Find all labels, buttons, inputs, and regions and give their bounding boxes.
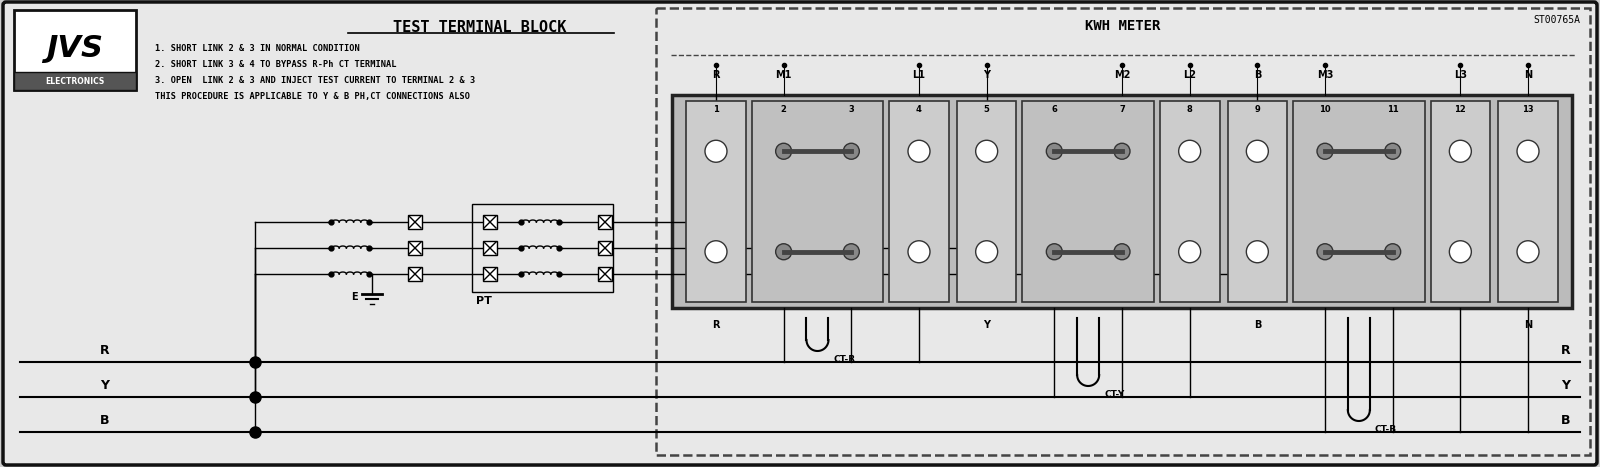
Bar — [408, 241, 422, 255]
Text: 10: 10 — [1318, 105, 1331, 114]
Circle shape — [843, 143, 859, 159]
Text: 1: 1 — [714, 105, 718, 114]
Text: B: B — [1254, 320, 1261, 330]
Text: B: B — [1254, 70, 1261, 80]
Text: L1: L1 — [912, 70, 925, 80]
Bar — [1293, 101, 1424, 302]
Circle shape — [776, 143, 792, 159]
Text: R: R — [712, 320, 720, 330]
Text: L3: L3 — [1454, 70, 1467, 80]
Text: M1: M1 — [776, 70, 792, 80]
Bar — [686, 101, 746, 302]
Text: L2: L2 — [1182, 70, 1197, 80]
Circle shape — [1384, 244, 1400, 260]
Text: 8: 8 — [1187, 105, 1192, 114]
Text: Y: Y — [982, 70, 990, 80]
Bar — [1160, 101, 1219, 302]
Text: PT: PT — [477, 296, 491, 306]
Bar — [408, 215, 422, 229]
Circle shape — [1114, 244, 1130, 260]
Text: 5: 5 — [984, 105, 989, 114]
Circle shape — [1517, 241, 1539, 263]
Circle shape — [1046, 143, 1062, 159]
Text: E: E — [352, 292, 358, 302]
Bar — [14, 72, 136, 90]
Circle shape — [1450, 241, 1472, 263]
Bar — [957, 101, 1016, 302]
Circle shape — [976, 241, 998, 263]
Circle shape — [1317, 244, 1333, 260]
Text: JVS: JVS — [46, 34, 104, 63]
Text: CT-B: CT-B — [1374, 425, 1397, 434]
Text: ELECTRONICS: ELECTRONICS — [45, 77, 104, 85]
Circle shape — [1246, 241, 1269, 263]
Bar — [1022, 101, 1154, 302]
Text: 11: 11 — [1387, 105, 1398, 114]
Circle shape — [907, 140, 930, 162]
Text: 9: 9 — [1254, 105, 1261, 114]
Bar — [483, 267, 498, 281]
Bar — [14, 10, 136, 90]
Text: M2: M2 — [1114, 70, 1130, 80]
Circle shape — [976, 140, 998, 162]
Text: B: B — [99, 414, 109, 427]
Circle shape — [1179, 140, 1200, 162]
Text: R: R — [1560, 344, 1570, 357]
Bar — [672, 95, 1571, 308]
Text: CT-Y: CT-Y — [1104, 390, 1125, 399]
Text: ST00765A: ST00765A — [1533, 15, 1581, 25]
Text: R: R — [712, 70, 720, 80]
Text: 2: 2 — [781, 105, 787, 114]
Bar — [472, 204, 613, 292]
Circle shape — [1450, 140, 1472, 162]
Text: 13: 13 — [1522, 105, 1534, 114]
Text: 4: 4 — [917, 105, 922, 114]
Bar — [483, 241, 498, 255]
Circle shape — [843, 244, 859, 260]
Text: TEST TERMINAL BLOCK: TEST TERMINAL BLOCK — [394, 20, 566, 35]
Circle shape — [1384, 143, 1400, 159]
Text: B: B — [1560, 414, 1570, 427]
FancyBboxPatch shape — [3, 2, 1597, 465]
Bar — [656, 8, 1590, 455]
Text: N: N — [1523, 70, 1533, 80]
Text: 2. SHORT LINK 3 & 4 TO BYPASS R-Ph CT TERMINAL: 2. SHORT LINK 3 & 4 TO BYPASS R-Ph CT TE… — [155, 60, 397, 69]
Circle shape — [1046, 244, 1062, 260]
Circle shape — [907, 241, 930, 263]
Text: THIS PROCEDURE IS APPLICABLE TO Y & B PH,CT CONNECTIONS ALSO: THIS PROCEDURE IS APPLICABLE TO Y & B PH… — [155, 92, 470, 101]
Text: 12: 12 — [1454, 105, 1466, 114]
Bar — [1430, 101, 1490, 302]
Bar — [598, 241, 611, 255]
Text: 1. SHORT LINK 2 & 3 IN NORMAL CONDITION: 1. SHORT LINK 2 & 3 IN NORMAL CONDITION — [155, 44, 360, 53]
Text: 6: 6 — [1051, 105, 1058, 114]
Text: Y: Y — [99, 379, 109, 392]
Circle shape — [1114, 143, 1130, 159]
Bar — [483, 215, 498, 229]
Circle shape — [1517, 140, 1539, 162]
Text: CT-R: CT-R — [834, 355, 856, 364]
Circle shape — [1317, 143, 1333, 159]
Text: Y: Y — [1562, 379, 1570, 392]
Circle shape — [776, 244, 792, 260]
Text: N: N — [1523, 320, 1533, 330]
Text: R: R — [99, 344, 110, 357]
Bar — [890, 101, 949, 302]
Text: M3: M3 — [1317, 70, 1333, 80]
Text: KWH METER: KWH METER — [1085, 19, 1160, 33]
Circle shape — [1246, 140, 1269, 162]
Circle shape — [706, 241, 726, 263]
Text: 7: 7 — [1118, 105, 1125, 114]
Text: 3. OPEN  LINK 2 & 3 AND INJECT TEST CURRENT TO TERMINAL 2 & 3: 3. OPEN LINK 2 & 3 AND INJECT TEST CURRE… — [155, 76, 475, 85]
Text: Y: Y — [982, 320, 990, 330]
Bar — [598, 215, 611, 229]
Bar — [752, 101, 883, 302]
Bar — [598, 267, 611, 281]
Circle shape — [1179, 241, 1200, 263]
Bar — [1227, 101, 1286, 302]
Circle shape — [706, 140, 726, 162]
Bar — [1498, 101, 1558, 302]
Text: 3: 3 — [848, 105, 854, 114]
Bar — [408, 267, 422, 281]
